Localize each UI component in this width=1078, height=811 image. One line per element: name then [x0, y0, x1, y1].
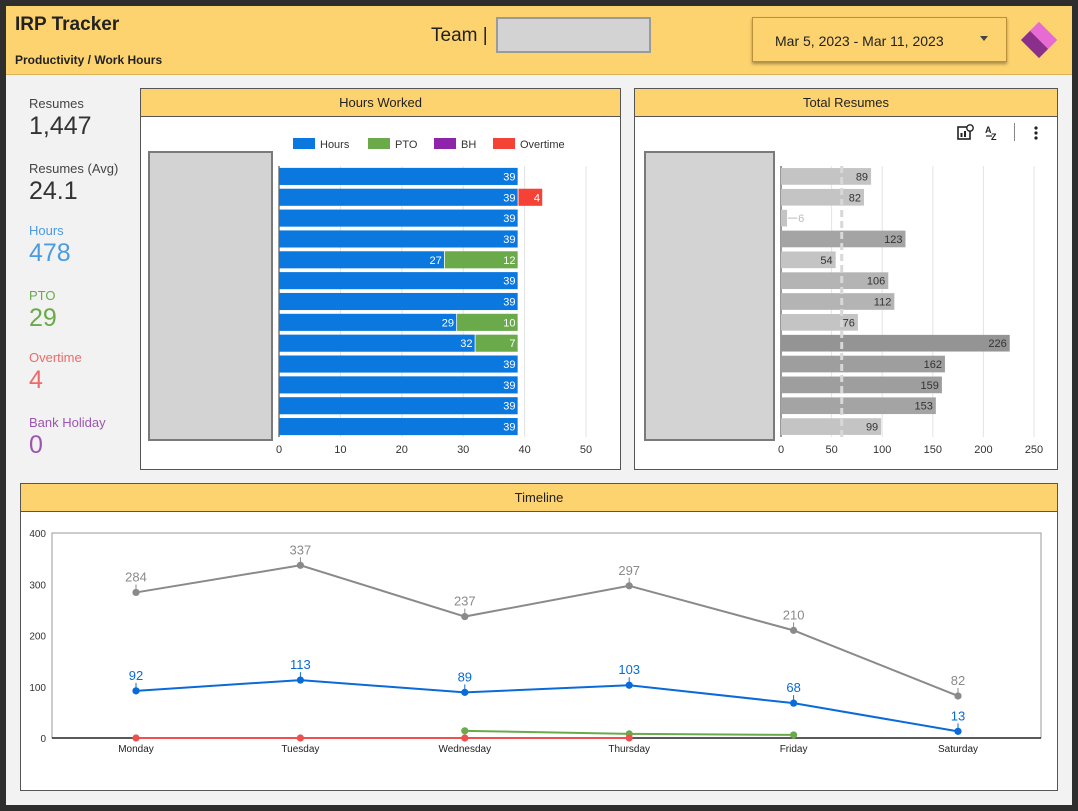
date-range-text: Mar 5, 2023 - Mar 11, 2023	[775, 33, 944, 49]
team-label: Team |	[431, 25, 488, 46]
employee-names-placeholder	[148, 151, 273, 441]
legend-label: Hours	[320, 139, 350, 151]
legend-swatch	[293, 138, 315, 149]
timeline-panel	[20, 511, 1058, 791]
legend-label: PTO	[395, 139, 418, 151]
legend-swatch	[493, 138, 515, 149]
legend-item[interactable]: BH	[434, 138, 476, 152]
hours-worked-title: Hours Worked	[140, 88, 621, 117]
date-range-picker[interactable]: Mar 5, 2023 - Mar 11, 2023	[752, 17, 1007, 62]
svg-text:Z: Z	[991, 132, 997, 142]
kpi-label: PTO	[29, 288, 56, 303]
power-apps-logo-icon	[1021, 22, 1057, 58]
total-resumes-title: Total Resumes	[634, 88, 1058, 117]
kpi-value: 24.1	[29, 177, 78, 205]
kpi-card: Hours 478	[29, 223, 71, 268]
legend-label: BH	[461, 139, 477, 151]
header-bar: IRP Tracker Productivity / Work Hours Te…	[6, 6, 1072, 75]
resume-names-placeholder	[644, 151, 775, 441]
legend-item[interactable]: Hours	[293, 138, 349, 152]
legend-item[interactable]: Overtime	[493, 138, 565, 152]
kpi-card: Overtime 4	[29, 350, 82, 395]
legend-swatch	[434, 138, 456, 149]
app-title: IRP Tracker	[15, 14, 120, 35]
kpi-value: 478	[29, 239, 71, 267]
legend-swatch	[368, 138, 390, 149]
team-selector[interactable]	[496, 17, 651, 53]
kpi-label: Hours	[29, 223, 64, 238]
chevron-down-icon	[980, 36, 988, 41]
kpi-label: Bank Holiday	[29, 415, 106, 430]
kpi-card: Bank Holiday 0	[29, 415, 106, 460]
svg-text:A: A	[985, 125, 992, 135]
kpi-label: Resumes (Avg)	[29, 161, 119, 176]
kpi-label: Overtime	[29, 350, 82, 365]
dashboard-frame: IRP Tracker Productivity / Work Hours Te…	[6, 6, 1072, 805]
kpi-value: 0	[29, 431, 43, 459]
legend-label: Overtime	[520, 139, 565, 151]
timeline-title: Timeline	[20, 483, 1058, 512]
kpi-value: 29	[29, 304, 57, 332]
legend-item[interactable]: PTO	[368, 138, 417, 152]
kpi-label: Resumes	[29, 96, 84, 111]
kpi-value: 1,447	[29, 112, 92, 140]
more-vertical-icon[interactable]	[1026, 123, 1046, 143]
kpi-value: 4	[29, 366, 43, 394]
toolbar-divider	[1014, 123, 1015, 141]
chart-settings-icon[interactable]	[955, 123, 975, 143]
kpi-card: PTO 29	[29, 288, 57, 333]
kpi-card: Resumes 1,447	[29, 96, 92, 141]
kpi-card: Resumes (Avg) 24.1	[29, 161, 118, 206]
sort-az-icon[interactable]: A Z	[983, 123, 1003, 143]
app-subtitle: Productivity / Work Hours	[15, 53, 163, 67]
